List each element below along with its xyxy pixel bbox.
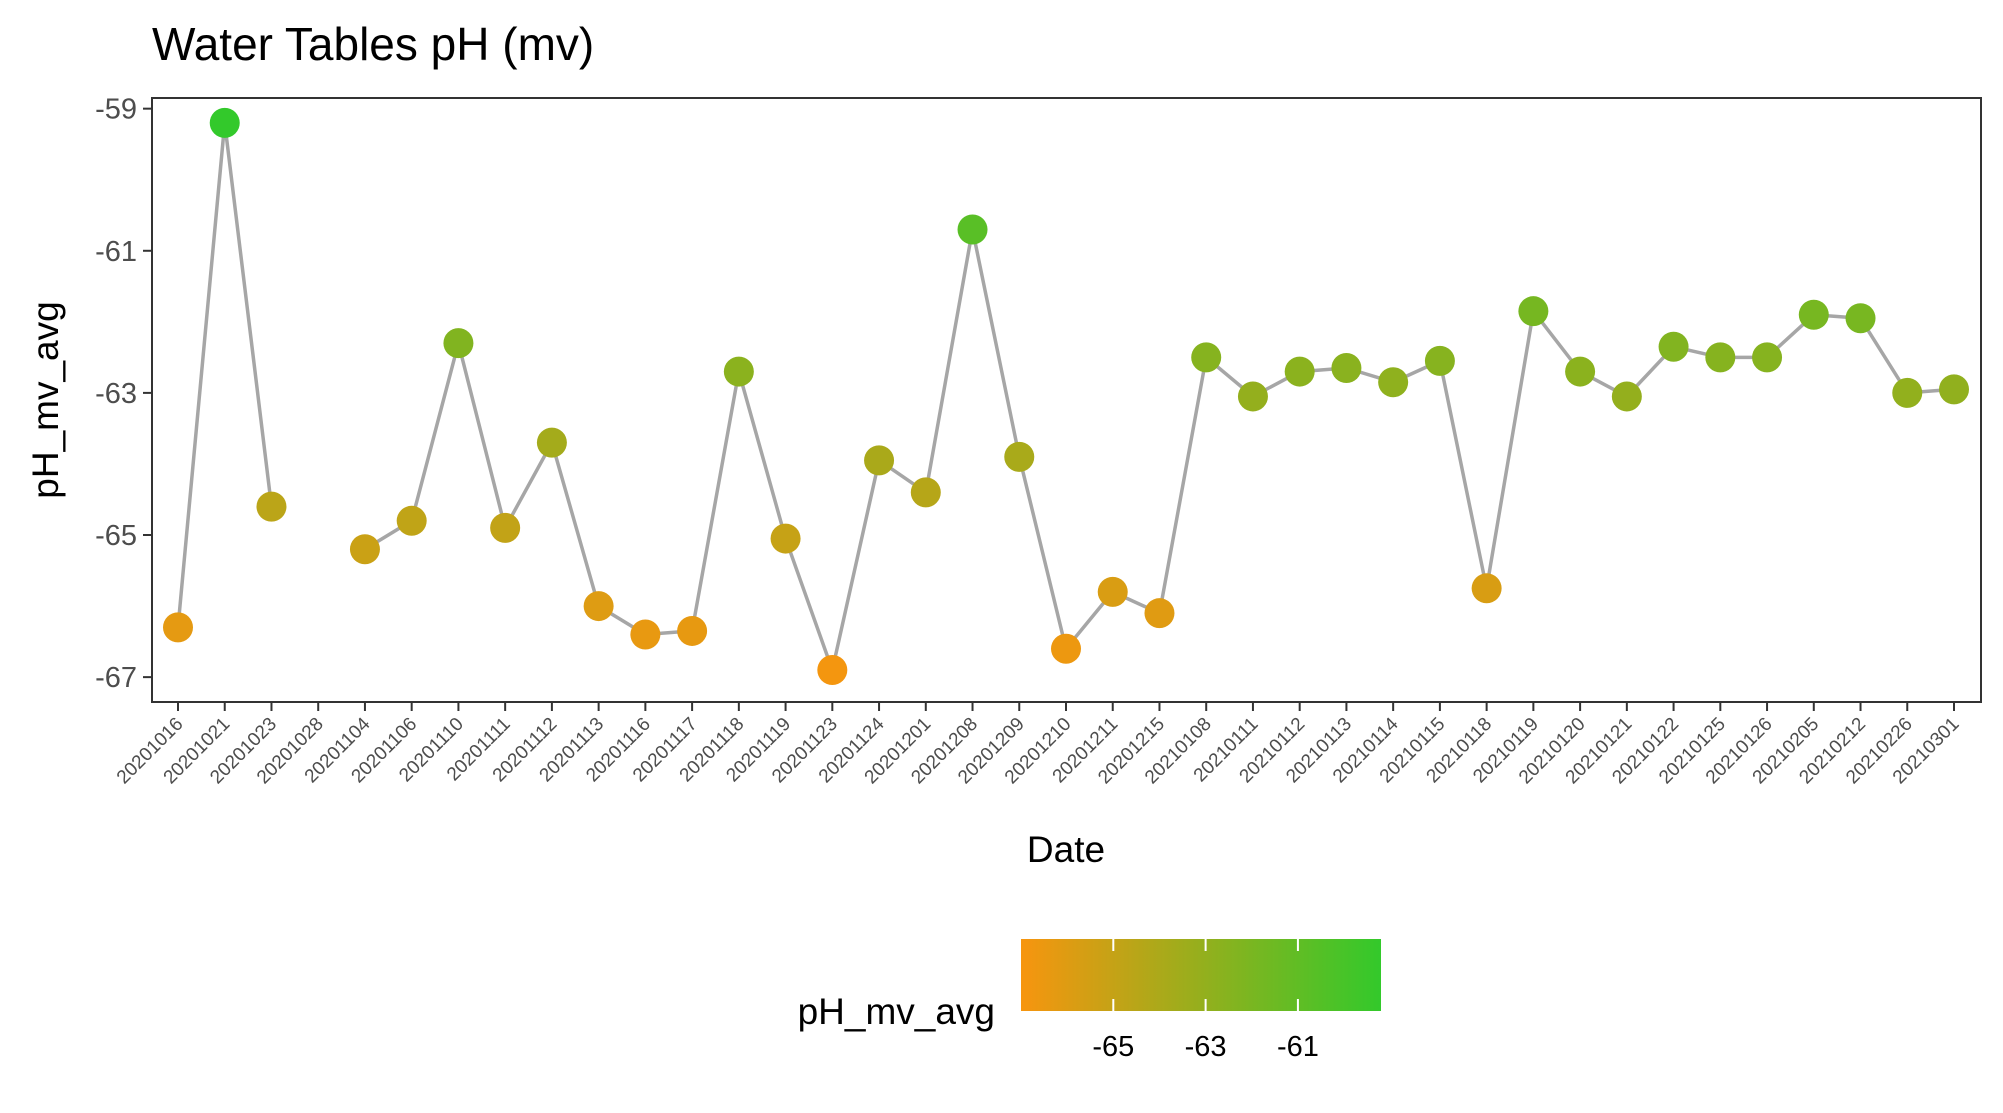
data-point bbox=[1845, 303, 1876, 334]
data-point bbox=[1518, 296, 1549, 327]
data-point bbox=[396, 505, 427, 536]
data-point bbox=[1892, 377, 1923, 408]
data-point bbox=[1097, 576, 1128, 607]
data-point bbox=[209, 107, 240, 138]
y-tick-label: -67 bbox=[95, 662, 137, 694]
legend-ticks: -65 -63 -61 bbox=[1092, 939, 1319, 1063]
y-axis-title: pH_mv_avg bbox=[25, 301, 66, 498]
data-point bbox=[1191, 342, 1222, 373]
data-point bbox=[1051, 633, 1081, 664]
data-point bbox=[1284, 356, 1315, 387]
data-point bbox=[1705, 342, 1736, 373]
chart-title: Water Tables pH (mv) bbox=[152, 18, 594, 70]
data-point bbox=[677, 615, 708, 646]
y-tick-label: -61 bbox=[95, 236, 137, 268]
series-points bbox=[163, 107, 1969, 686]
data-point bbox=[957, 214, 988, 245]
data-point bbox=[1004, 441, 1035, 472]
legend-tick-label: -65 bbox=[1092, 1031, 1134, 1063]
data-point bbox=[1378, 367, 1409, 398]
legend-tick-label: -63 bbox=[1185, 1031, 1227, 1063]
data-point bbox=[1939, 374, 1969, 405]
data-point bbox=[1471, 573, 1502, 604]
colorbar bbox=[1021, 939, 1381, 1011]
data-point bbox=[536, 427, 567, 458]
data-point bbox=[349, 534, 380, 565]
data-point bbox=[1565, 356, 1596, 387]
data-point bbox=[864, 445, 895, 476]
data-point bbox=[723, 356, 754, 387]
data-point bbox=[1237, 381, 1268, 412]
data-point bbox=[256, 491, 287, 522]
data-point bbox=[1658, 331, 1689, 362]
data-point bbox=[583, 591, 614, 622]
data-point bbox=[770, 523, 801, 554]
data-point bbox=[1798, 299, 1829, 330]
y-axis: -59 -61 -63 -65 -67 bbox=[95, 94, 152, 694]
legend-tick-label: -61 bbox=[1277, 1031, 1319, 1063]
data-point bbox=[163, 612, 193, 643]
data-point bbox=[1331, 353, 1362, 384]
data-point bbox=[1611, 381, 1642, 412]
data-point bbox=[630, 619, 661, 650]
data-point bbox=[490, 512, 521, 543]
y-tick-label: -65 bbox=[95, 520, 137, 552]
data-point bbox=[443, 328, 474, 359]
y-tick-label: -63 bbox=[95, 378, 137, 410]
color-legend: pH_mv_avg -65 -63 -61 bbox=[798, 939, 1381, 1063]
y-tick-label: -59 bbox=[95, 94, 137, 126]
data-point bbox=[1752, 342, 1783, 373]
data-point bbox=[817, 655, 848, 686]
data-point bbox=[1144, 598, 1175, 629]
data-point bbox=[910, 477, 941, 508]
x-axis-title: Date bbox=[1027, 829, 1105, 870]
data-point bbox=[1424, 345, 1455, 376]
plot-panel bbox=[151, 97, 1982, 703]
legend-title: pH_mv_avg bbox=[798, 991, 995, 1032]
x-axis: 2020101620201021202010232020102820201104… bbox=[113, 702, 1964, 788]
